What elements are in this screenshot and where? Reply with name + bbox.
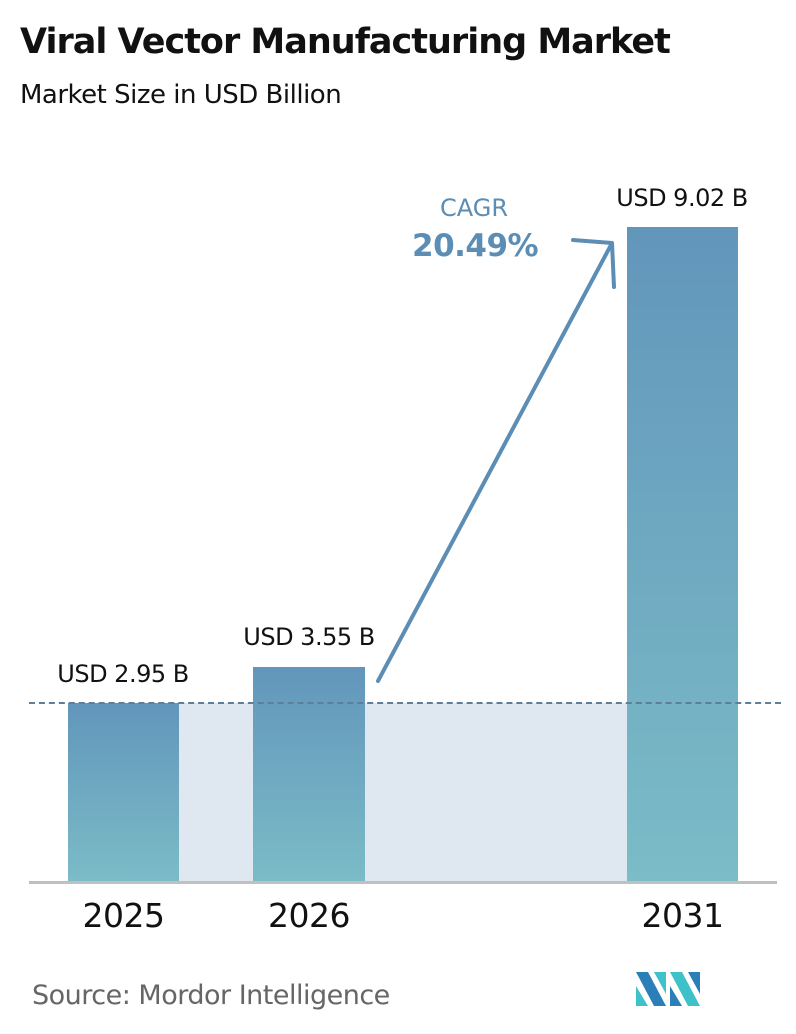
baseline-band [178,703,627,882]
x-axis-baseline [29,881,777,884]
cagr-value: 20.49% [412,228,539,264]
chart-subtitle: Market Size in USD Billion [20,80,342,110]
reference-dashed-line [29,702,781,704]
value-label-2026: USD 3.55 B [243,623,375,651]
mordor-intelligence-logo-icon [636,972,700,1006]
x-label-2031: 2031 [641,896,724,935]
chart-title: Viral Vector Manufacturing Market [20,22,671,62]
value-label-2031: USD 9.02 B [616,184,748,212]
bar-2025 [68,703,179,882]
bar-2031 [627,227,738,882]
source-text: Source: Mordor Intelligence [32,980,390,1011]
x-label-2026: 2026 [268,896,350,935]
value-label-2025: USD 2.95 B [57,660,189,688]
cagr-label: CAGR [440,194,509,222]
x-label-2025: 2025 [82,896,165,935]
